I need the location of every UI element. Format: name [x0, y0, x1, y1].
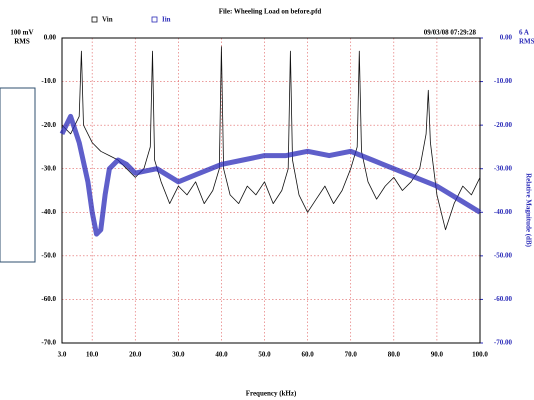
y2-tick-label: -70.00 — [494, 339, 513, 347]
x-tick-label: 3.0 — [58, 351, 67, 359]
y2-tick-label: -40.00 — [494, 208, 513, 216]
y-tick-label: -40.0 — [41, 208, 56, 216]
x-tick-label: 90.0 — [431, 351, 444, 359]
x-tick-label: 40.0 — [215, 351, 228, 359]
x-tick-label: 30.0 — [172, 351, 185, 359]
legend-label: Vin — [102, 16, 113, 24]
y2-tick-label: 0.00 — [500, 34, 513, 42]
y-unit: 100 mV — [10, 29, 33, 37]
x-tick-label: 80.0 — [388, 351, 401, 359]
x-tick-label: 100.0 — [472, 351, 488, 359]
overlay-panel — [0, 87, 36, 263]
y2-tick-label: -50.00 — [494, 251, 513, 259]
y-tick-label: -50.0 — [41, 251, 56, 259]
y2-tick-label: -20.00 — [494, 121, 513, 129]
plot-border — [61, 37, 481, 344]
y-tick-label: -30.0 — [41, 164, 56, 172]
x-tick-label: 10.0 — [86, 351, 99, 359]
y-tick-label: -20.0 — [41, 121, 56, 129]
y2-unit: 6 A — [519, 29, 529, 37]
timestamp: 09/03/08 07:29:28 — [424, 29, 477, 37]
series-line — [59, 113, 482, 237]
x-tick-label: 70.0 — [345, 351, 358, 359]
y2-unit: RMS — [519, 38, 534, 46]
y2-axis-title: Relative Magnitude (dB) — [524, 173, 532, 248]
y2-tick-label: -30.00 — [494, 164, 513, 172]
legend-swatch — [91, 16, 98, 23]
chart-title: File: Wheeling Load on before.pfd — [219, 8, 322, 16]
y2-tick-label: -60.00 — [494, 295, 513, 303]
y-tick-label: -10.0 — [41, 77, 56, 85]
plot-area — [62, 38, 480, 343]
series-line — [61, 46, 481, 231]
y-unit: RMS — [14, 38, 30, 46]
legend-swatch — [151, 16, 158, 23]
y2-tick-label: -10.00 — [494, 77, 513, 85]
legend-label: Iin — [162, 16, 171, 24]
x-tick-label: 60.0 — [302, 351, 315, 359]
y-tick-label: 0.00 — [44, 34, 57, 42]
x-tick-label: 20.0 — [129, 351, 142, 359]
y-tick-label: -60.0 — [41, 295, 56, 303]
x-axis-title: Frequency (kHz) — [246, 390, 297, 398]
x-tick-label: 50.0 — [258, 351, 271, 359]
y-tick-label: -70.0 — [41, 339, 56, 347]
